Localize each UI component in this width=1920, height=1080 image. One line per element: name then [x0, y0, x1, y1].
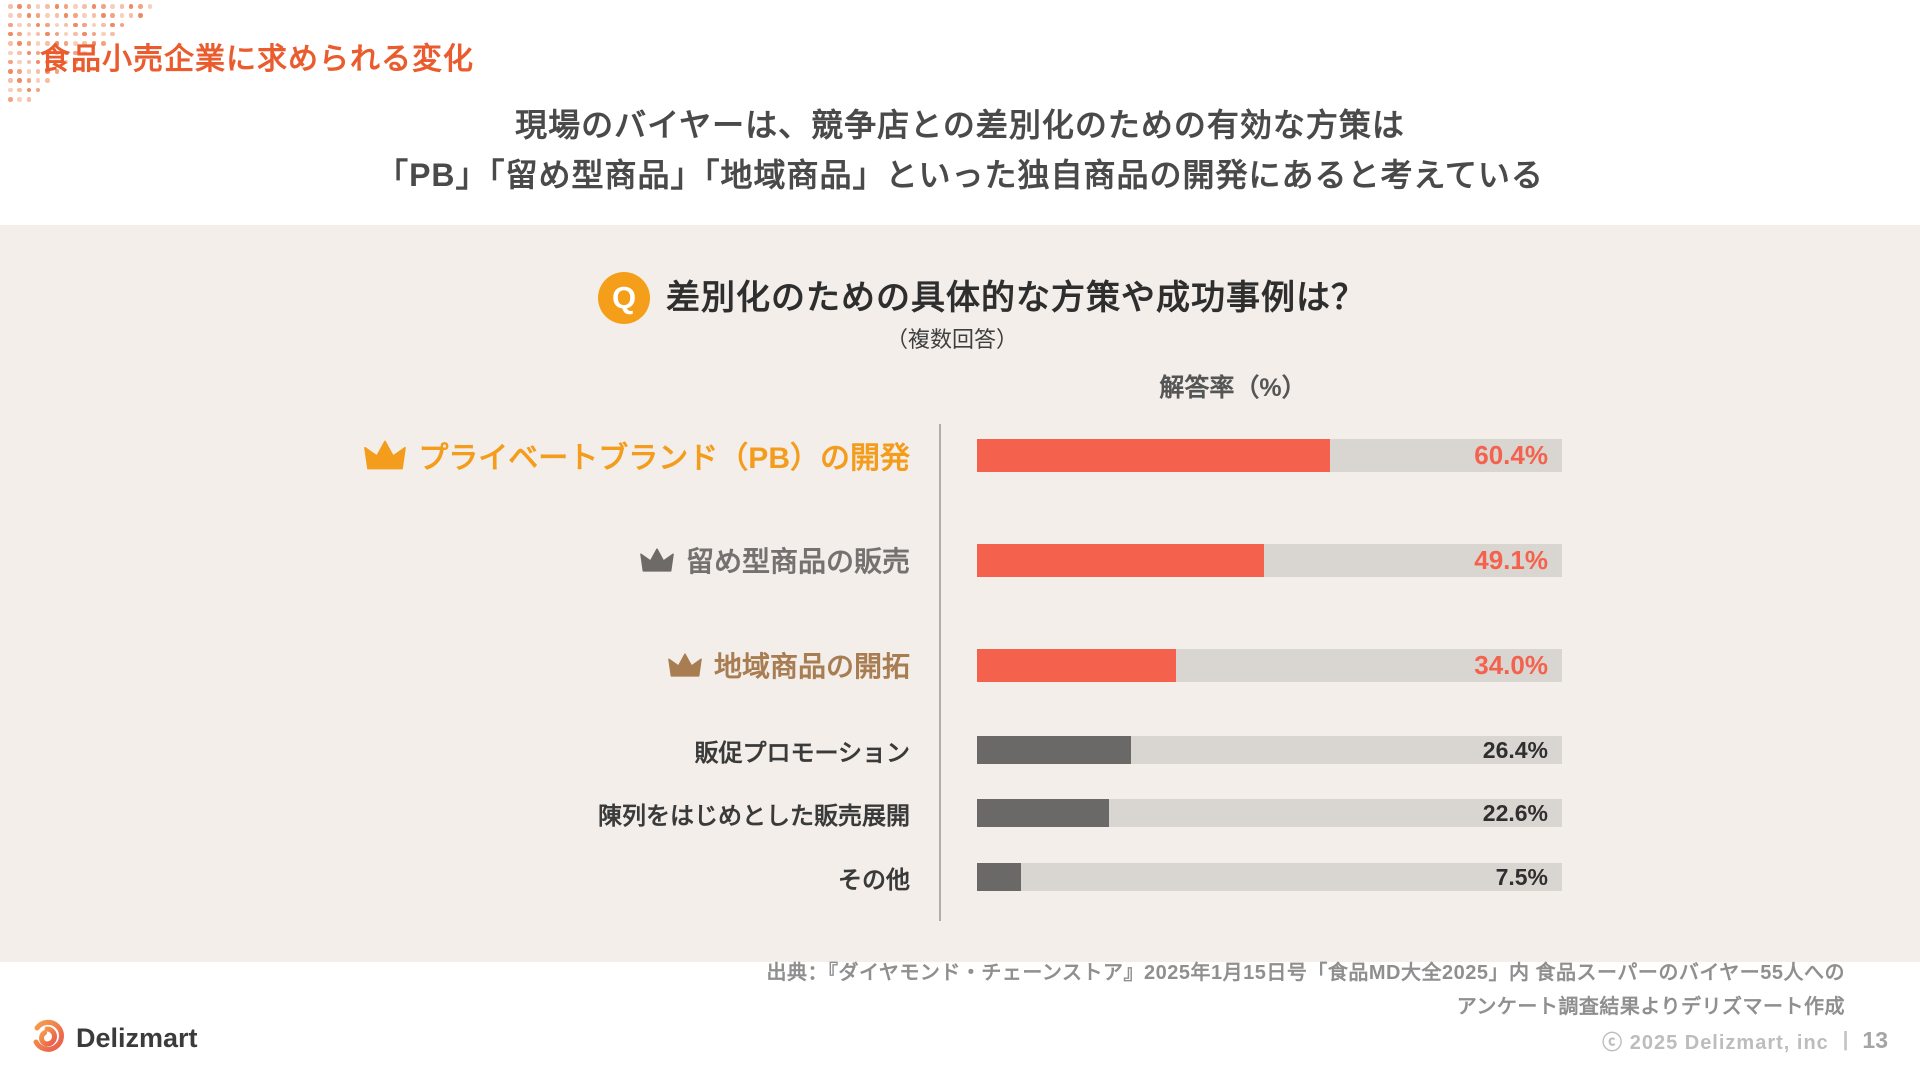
source-line-1: 出典：『ダイヤモンド・チェーンストア』2025年1月15日号「食品MD大全202… [766, 962, 1845, 984]
bar-track: 26.4% [977, 736, 1562, 764]
slide-headline: 現場のバイヤーは、競争店との差別化のための有効な方策は 「PB」「留め型商品」「… [0, 100, 1920, 200]
bar-fill [977, 648, 1176, 682]
source-note: 出典：『ダイヤモンド・チェーンストア』2025年1月15日号「食品MD大全202… [767, 956, 1845, 1024]
bar-value-label: 7.5% [1495, 863, 1548, 890]
bar-category-label: 陳列をはじめとした販売展開 [598, 789, 910, 837]
decorative-dot-pattern [8, 4, 178, 124]
bar-fill [977, 438, 1330, 472]
bar-track: 34.0% [977, 648, 1562, 682]
crown-icon [364, 440, 407, 470]
crown-icon [668, 653, 702, 677]
footer-separator: | [1842, 1029, 1849, 1051]
axis-label: 解答率（%） [1159, 374, 1307, 402]
bar-value-label: 60.4% [1474, 439, 1548, 470]
bar-category-label: 販促プロモーション [694, 726, 910, 774]
chart-panel [0, 225, 1920, 962]
bar-track: 49.1% [977, 543, 1562, 577]
bar-value-label: 49.1% [1474, 544, 1548, 575]
bar-fill [977, 863, 1021, 891]
bar-fill [977, 543, 1264, 577]
footer-brand: Delizmart [30, 1018, 198, 1059]
copyright-text: ⓒ 2025 Delizmart, inc [1602, 1032, 1829, 1054]
brand-name: Delizmart [76, 1023, 198, 1053]
source-line-2: アンケート調査結果よりデリズマート作成 [1456, 996, 1845, 1018]
bar-category-text: その他 [838, 866, 910, 894]
bar-track: 60.4% [977, 438, 1562, 472]
bar-value-label: 34.0% [1474, 649, 1548, 680]
bar-category-label: 地域商品の開拓 [668, 641, 910, 689]
headline-line-2: 「PB」「留め型商品」「地域商品」といった独自商品の開発にあると考えている [376, 157, 1544, 193]
bar-category-text: 地域商品の開拓 [713, 651, 910, 682]
bar-value-label: 22.6% [1482, 799, 1548, 826]
bar-fill [977, 736, 1131, 764]
bar-category-label: プライベートブランド（PB）の開発 [364, 431, 910, 479]
bar-category-text: プライベートブランド（PB）の開発 [418, 442, 910, 475]
question-badge: Q [598, 272, 650, 324]
headline-line-1: 現場のバイヤーは、競争店との差別化のための有効な方策は [515, 107, 1405, 143]
bar-value-label: 26.4% [1482, 736, 1548, 763]
crown-icon [640, 548, 674, 572]
bar-category-label: その他 [838, 853, 910, 901]
bar-category-text: 販促プロモーション [694, 739, 910, 767]
brand-logo-icon [30, 1018, 66, 1059]
footer-meta: ⓒ 2025 Delizmart, inc | 13 [1602, 1026, 1888, 1055]
question-note: （複数回答） [885, 327, 1018, 352]
bar-fill [977, 799, 1109, 827]
bar-track: 22.6% [977, 799, 1562, 827]
chart-baseline-divider [939, 424, 941, 921]
bar-category-label: 留め型商品の販売 [640, 536, 910, 584]
bar-category-text: 留め型商品の販売 [685, 546, 910, 577]
slide-kicker: 食品小売企業に求められる変化 [40, 43, 474, 76]
page-number: 13 [1862, 1027, 1888, 1053]
bar-track: 7.5% [977, 863, 1562, 891]
question-text: 差別化のための具体的な方策や成功事例は？ [666, 279, 1366, 317]
bar-category-text: 陳列をはじめとした販売展開 [598, 802, 910, 830]
